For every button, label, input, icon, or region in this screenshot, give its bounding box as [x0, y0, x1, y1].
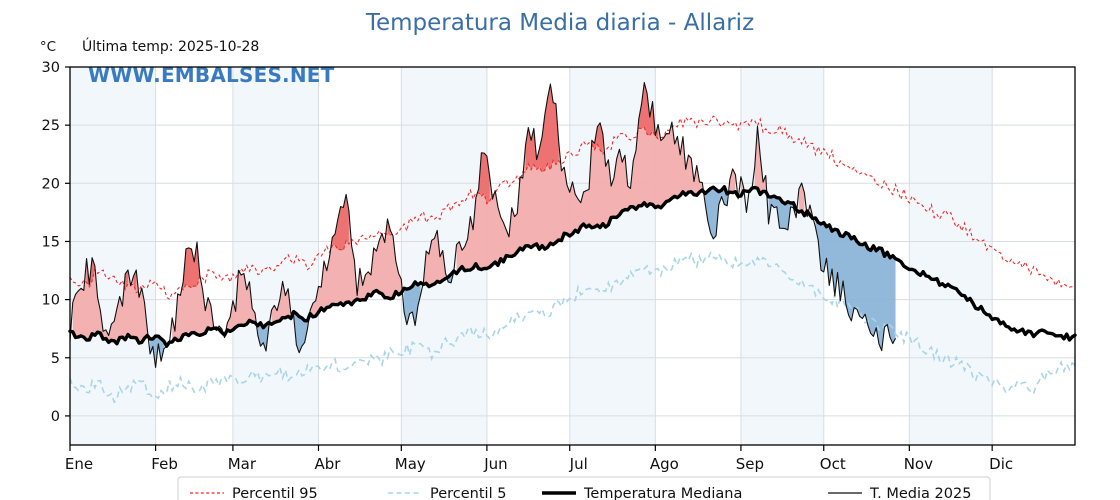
- x-tick-label: Jun: [483, 455, 507, 473]
- x-tick-label: Ene: [65, 455, 93, 473]
- month-background-bands: [70, 67, 993, 445]
- x-tick-label: May: [395, 455, 426, 473]
- anomaly-fills: [72, 82, 896, 368]
- warm-anomaly-fill: [172, 242, 214, 343]
- series-percentil-95: [69, 115, 1076, 301]
- legend-label: Percentil 95: [232, 486, 318, 500]
- x-tick-label: Abr: [315, 455, 342, 473]
- legend-label: Percentil 5: [430, 486, 506, 500]
- month-band: [70, 67, 156, 445]
- x-tick-label: Jul: [569, 455, 588, 473]
- x-tick-label: Feb: [151, 455, 178, 473]
- month-band: [909, 67, 993, 445]
- last-temp-label: Última temp: 2025-10-28: [82, 37, 259, 55]
- legend-box: [177, 476, 991, 500]
- warm-anomaly-fill: [423, 230, 446, 287]
- legend-label: Temperatura Mediana: [583, 486, 742, 500]
- x-tick-label: Ago: [650, 455, 679, 473]
- y-tick-label: 25: [42, 118, 60, 134]
- extreme-heat-fill: [525, 84, 559, 173]
- extreme-heat-fill: [332, 194, 349, 251]
- x-axis-ticks: Ene Feb Mar Abr May Jun Jul Ago Sep Oct Nov Dic: [65, 445, 1013, 473]
- extreme-heat-fill: [638, 82, 659, 139]
- series-temperatura-mediana: [68, 185, 1077, 348]
- cold-anomaly-fill: [768, 196, 797, 230]
- y-axis-unit-label: °C: [40, 39, 56, 55]
- extreme-heat-fill: [478, 152, 490, 204]
- x-tick-label: Nov: [904, 455, 933, 473]
- warm-anomaly-fill: [227, 270, 255, 332]
- legend-label: T. Media 2025: [869, 486, 971, 500]
- warm-anomaly-fill: [271, 281, 291, 325]
- month-band: [232, 67, 319, 445]
- warm-anomaly-fill: [310, 194, 402, 317]
- x-tick-label: Sep: [736, 455, 764, 473]
- x-tick-label: Oct: [820, 455, 846, 473]
- y-tick-label: 0: [51, 409, 60, 425]
- month-band: [740, 67, 824, 445]
- x-tick-label: Mar: [228, 455, 257, 473]
- extreme-heat-fill: [591, 122, 603, 154]
- cold-anomaly-fill: [705, 186, 728, 239]
- warm-anomaly-fill: [798, 183, 805, 216]
- warm-anomaly-fill: [456, 82, 703, 274]
- y-tick-label: 15: [42, 234, 60, 250]
- y-tick-label: 20: [42, 176, 60, 192]
- y-axis-ticks: 0 5 10 15 20 25 30: [42, 60, 70, 425]
- series-percentil-5: [69, 250, 1076, 404]
- series-t-media-2025: [69, 82, 897, 368]
- plot-frame: [69, 66, 1076, 446]
- x-tick-label: Dic: [989, 455, 1013, 473]
- y-tick-label: 30: [42, 60, 60, 76]
- chart-legend: Percentil 95 Percentil 5 Temperatura Media…: [177, 476, 991, 500]
- plot-axes: [69, 66, 1076, 446]
- page-title: Temperatura Media diaria - Allariz: [365, 10, 754, 36]
- y-tick-label: 5: [51, 351, 60, 367]
- y-tick-label: 10: [42, 293, 60, 309]
